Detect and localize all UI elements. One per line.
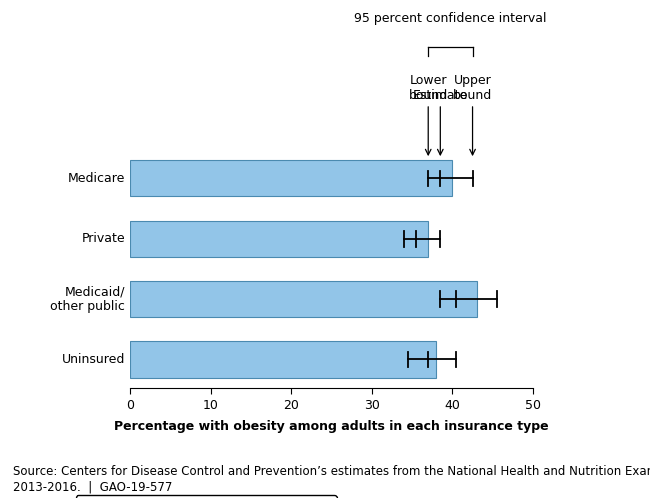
Text: Source: Centers for Disease Control and Prevention’s estimates from the National: Source: Centers for Disease Control and … [13,465,650,493]
Text: Upper
bound: Upper bound [453,74,492,102]
Bar [130,221,428,257]
X-axis label: Percentage with obesity among adults in each insurance type: Percentage with obesity among adults in … [114,420,549,433]
Text: Lower
bound: Lower bound [409,74,448,102]
Bar [130,341,436,377]
Bar [130,281,476,317]
Legend: Body mass index of 30 or higher: Body mass index of 30 or higher [76,495,337,498]
Text: 95 percent confidence interval: 95 percent confidence interval [354,12,547,25]
Text: Estimate: Estimate [413,89,468,102]
Bar [130,160,452,197]
